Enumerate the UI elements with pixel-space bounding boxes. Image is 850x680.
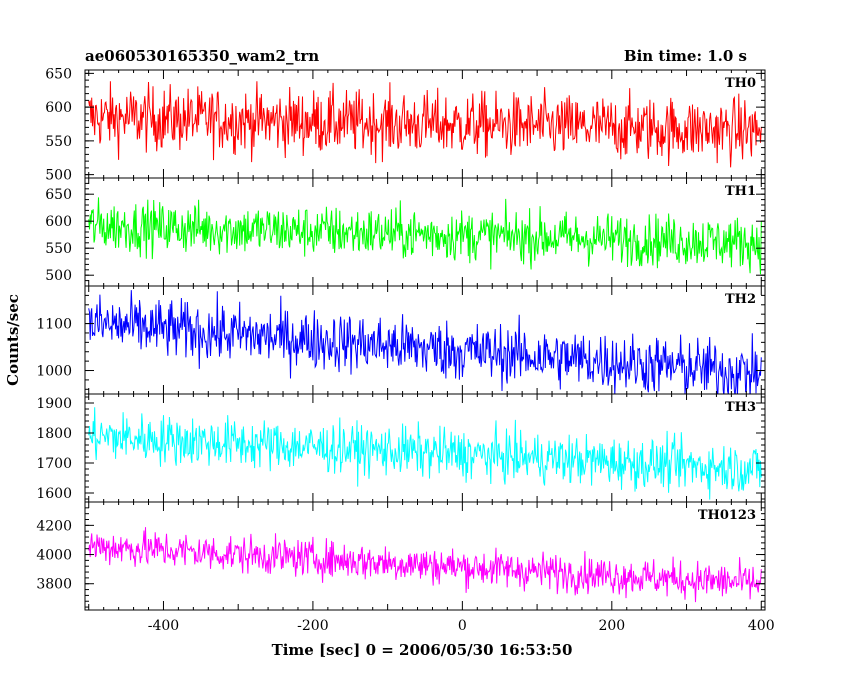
series-line-th2 xyxy=(88,290,762,394)
y-tick-label: 550 xyxy=(45,241,72,257)
y-tick-label: 500 xyxy=(45,168,72,184)
panel-label-th3: TH3 xyxy=(725,400,756,415)
y-tick-label: 1100 xyxy=(36,317,72,333)
y-tick-label: 1600 xyxy=(36,486,72,502)
series-line-th3 xyxy=(88,407,762,500)
panel-stack: 500 550 600 650 TH0 500 550 600 650 TH1 1000 1100 TH… xyxy=(36,66,774,634)
panel-th2: 1000 1100 TH2 xyxy=(36,285,766,395)
panel-label-th0: TH0 xyxy=(725,76,756,91)
series-line-th1 xyxy=(88,197,762,275)
chart-title: ae060530165350_wam2_trn xyxy=(85,47,319,65)
x-tick-label: -200 xyxy=(297,618,328,634)
x-tick-label: 0 xyxy=(458,618,467,634)
panel-th0123: 3800 4000 4200 TH0123 xyxy=(36,501,766,611)
y-tick-label: 600 xyxy=(45,100,72,116)
panel-th1: 500 550 600 650 TH1 xyxy=(45,177,766,287)
series-line-th0 xyxy=(88,81,762,168)
x-tick-label: 400 xyxy=(748,618,775,634)
bin-time-label: Bin time: 1.0 s xyxy=(624,47,747,65)
y-tick-label: 1700 xyxy=(36,456,72,472)
y-tick-label: 600 xyxy=(45,214,72,230)
y-tick-label: 1800 xyxy=(36,426,72,442)
panel-label-th0123: TH0123 xyxy=(698,508,756,523)
y-tick-label: 650 xyxy=(45,187,72,203)
series-line-th0123 xyxy=(88,527,762,603)
y-tick-label: 4000 xyxy=(36,548,72,564)
x-tick-label: 200 xyxy=(598,618,625,634)
y-tick-label: 650 xyxy=(45,66,72,82)
y-tick-label: 550 xyxy=(45,134,72,150)
x-axis-label: Time [sec] 0 = 2006/05/30 16:53:50 xyxy=(272,641,573,659)
panel-label-th1: TH1 xyxy=(725,184,756,199)
y-tick-label: 500 xyxy=(45,268,72,284)
y-tick-label: 4200 xyxy=(36,518,72,534)
y-tick-label: 1900 xyxy=(36,396,72,412)
x-tick-label: -400 xyxy=(148,618,179,634)
panel-th0: 500 550 600 650 TH0 xyxy=(45,66,766,184)
y-tick-label: 1000 xyxy=(36,364,72,380)
panel-th3: 1600 1700 1800 1900 TH3 xyxy=(36,393,766,503)
panel-frame xyxy=(84,501,766,611)
y-tick-label: 3800 xyxy=(36,577,72,593)
panel-label-th2: TH2 xyxy=(725,292,756,307)
y-axis-label: Counts/sec xyxy=(4,294,22,386)
